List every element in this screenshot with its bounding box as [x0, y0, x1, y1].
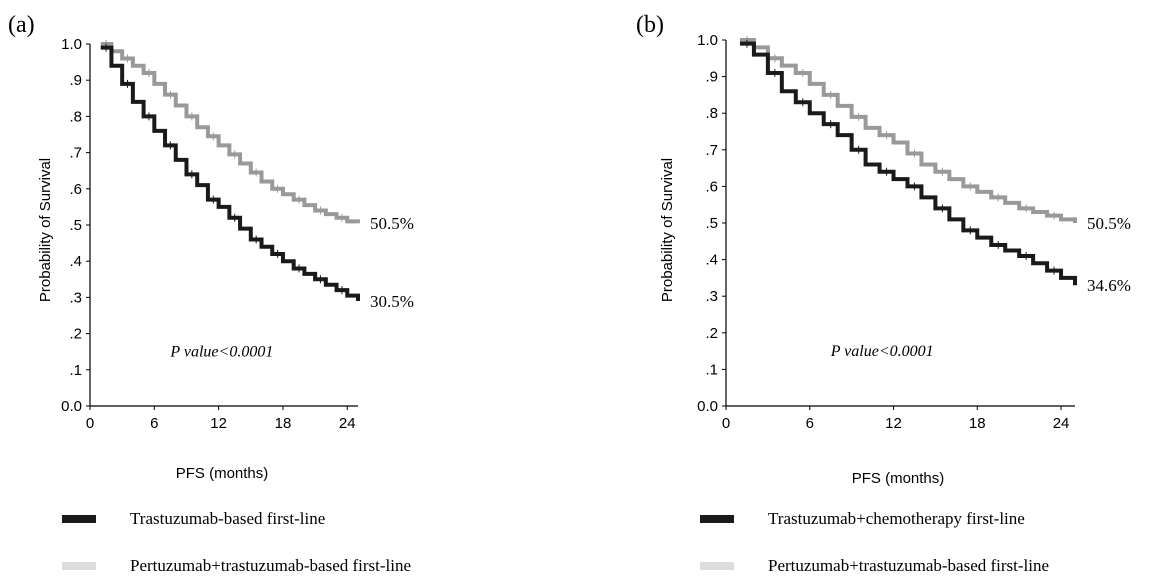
legend-label: Pertuzumab+trastuzumab-based first-line	[768, 556, 1049, 575]
km-curve-dark	[739, 41, 1077, 286]
x-axis-label: PFS (months)	[852, 470, 945, 487]
y-tick-label: .1	[69, 362, 82, 379]
y-tick-label: .9	[69, 72, 82, 89]
x-tick-label: 12	[210, 415, 227, 432]
x-tick-label: 0	[86, 415, 94, 432]
curve-end-label: 50.5%	[1087, 214, 1131, 233]
y-tick-label: .3	[705, 288, 718, 305]
y-tick-label: 0.0	[61, 398, 82, 415]
p-value-annotation: P value<0.0001	[169, 344, 273, 361]
x-tick-label: 0	[722, 415, 730, 432]
km-curve-light	[739, 38, 1077, 223]
y-tick-label: .4	[705, 252, 718, 269]
y-tick-label: .3	[69, 289, 82, 306]
legend-label: Trastuzumab+chemotherapy first-line	[768, 509, 1025, 528]
panel-label: (b)	[636, 12, 664, 38]
x-tick-label: 18	[969, 415, 986, 432]
panel-label: (a)	[8, 12, 35, 38]
y-tick-label: 0.0	[697, 398, 718, 415]
y-tick-label: .5	[705, 215, 718, 232]
y-tick-label: .7	[69, 145, 82, 162]
legend-swatch	[62, 515, 96, 523]
y-tick-label: 1.0	[697, 32, 718, 49]
y-tick-label: .9	[705, 69, 718, 86]
curve-end-label: 30.5%	[370, 292, 414, 311]
p-value-annotation: P value<0.0001	[830, 343, 934, 360]
km-curve-light	[100, 42, 360, 224]
legend-swatch	[700, 562, 734, 570]
km-curve-dark	[100, 45, 360, 302]
legend-label: Pertuzumab+trastuzumab-based first-line	[130, 556, 411, 575]
curve-end-label: 34.6%	[1087, 276, 1131, 295]
y-tick-label: .2	[705, 325, 718, 342]
y-tick-label: .7	[705, 142, 718, 159]
legend-swatch	[700, 515, 734, 523]
x-tick-label: 6	[806, 415, 814, 432]
x-tick-label: 18	[275, 415, 292, 432]
y-tick-label: .6	[705, 178, 718, 195]
km-panel-a: (a) 0.0 .1 .2 .3 .4 .5 .6 .7 .8 .9 1.0 0 6 12 18 24 Proba…	[8, 12, 414, 575]
y-tick-label: .5	[69, 217, 82, 234]
y-tick-label: 1.0	[61, 36, 82, 53]
y-tick-label: .1	[705, 361, 718, 378]
x-tick-label: 24	[1053, 415, 1070, 432]
km-panel-b: (b) 0.0 .1 .2 .3 .4 .5 .6 .7 .8 .9 1.0 0 6 12 18 24 Proba…	[636, 12, 1131, 575]
x-tick-label: 24	[339, 415, 356, 432]
y-axis-label: Probability of Survival	[659, 158, 676, 302]
legend-label: Trastuzumab-based first-line	[130, 509, 325, 528]
legend-swatch	[62, 562, 96, 570]
y-tick-label: .8	[69, 108, 82, 125]
y-tick-label: .8	[705, 105, 718, 122]
x-tick-label: 6	[150, 415, 158, 432]
y-tick-label: .2	[69, 326, 82, 343]
curve-end-label: 50.5%	[370, 214, 414, 233]
x-axis-label: PFS (months)	[176, 465, 269, 482]
y-tick-label: .4	[69, 253, 82, 270]
y-axis-label: Probability of Survival	[37, 158, 54, 302]
x-tick-label: 12	[885, 415, 902, 432]
y-tick-label: .6	[69, 181, 82, 198]
